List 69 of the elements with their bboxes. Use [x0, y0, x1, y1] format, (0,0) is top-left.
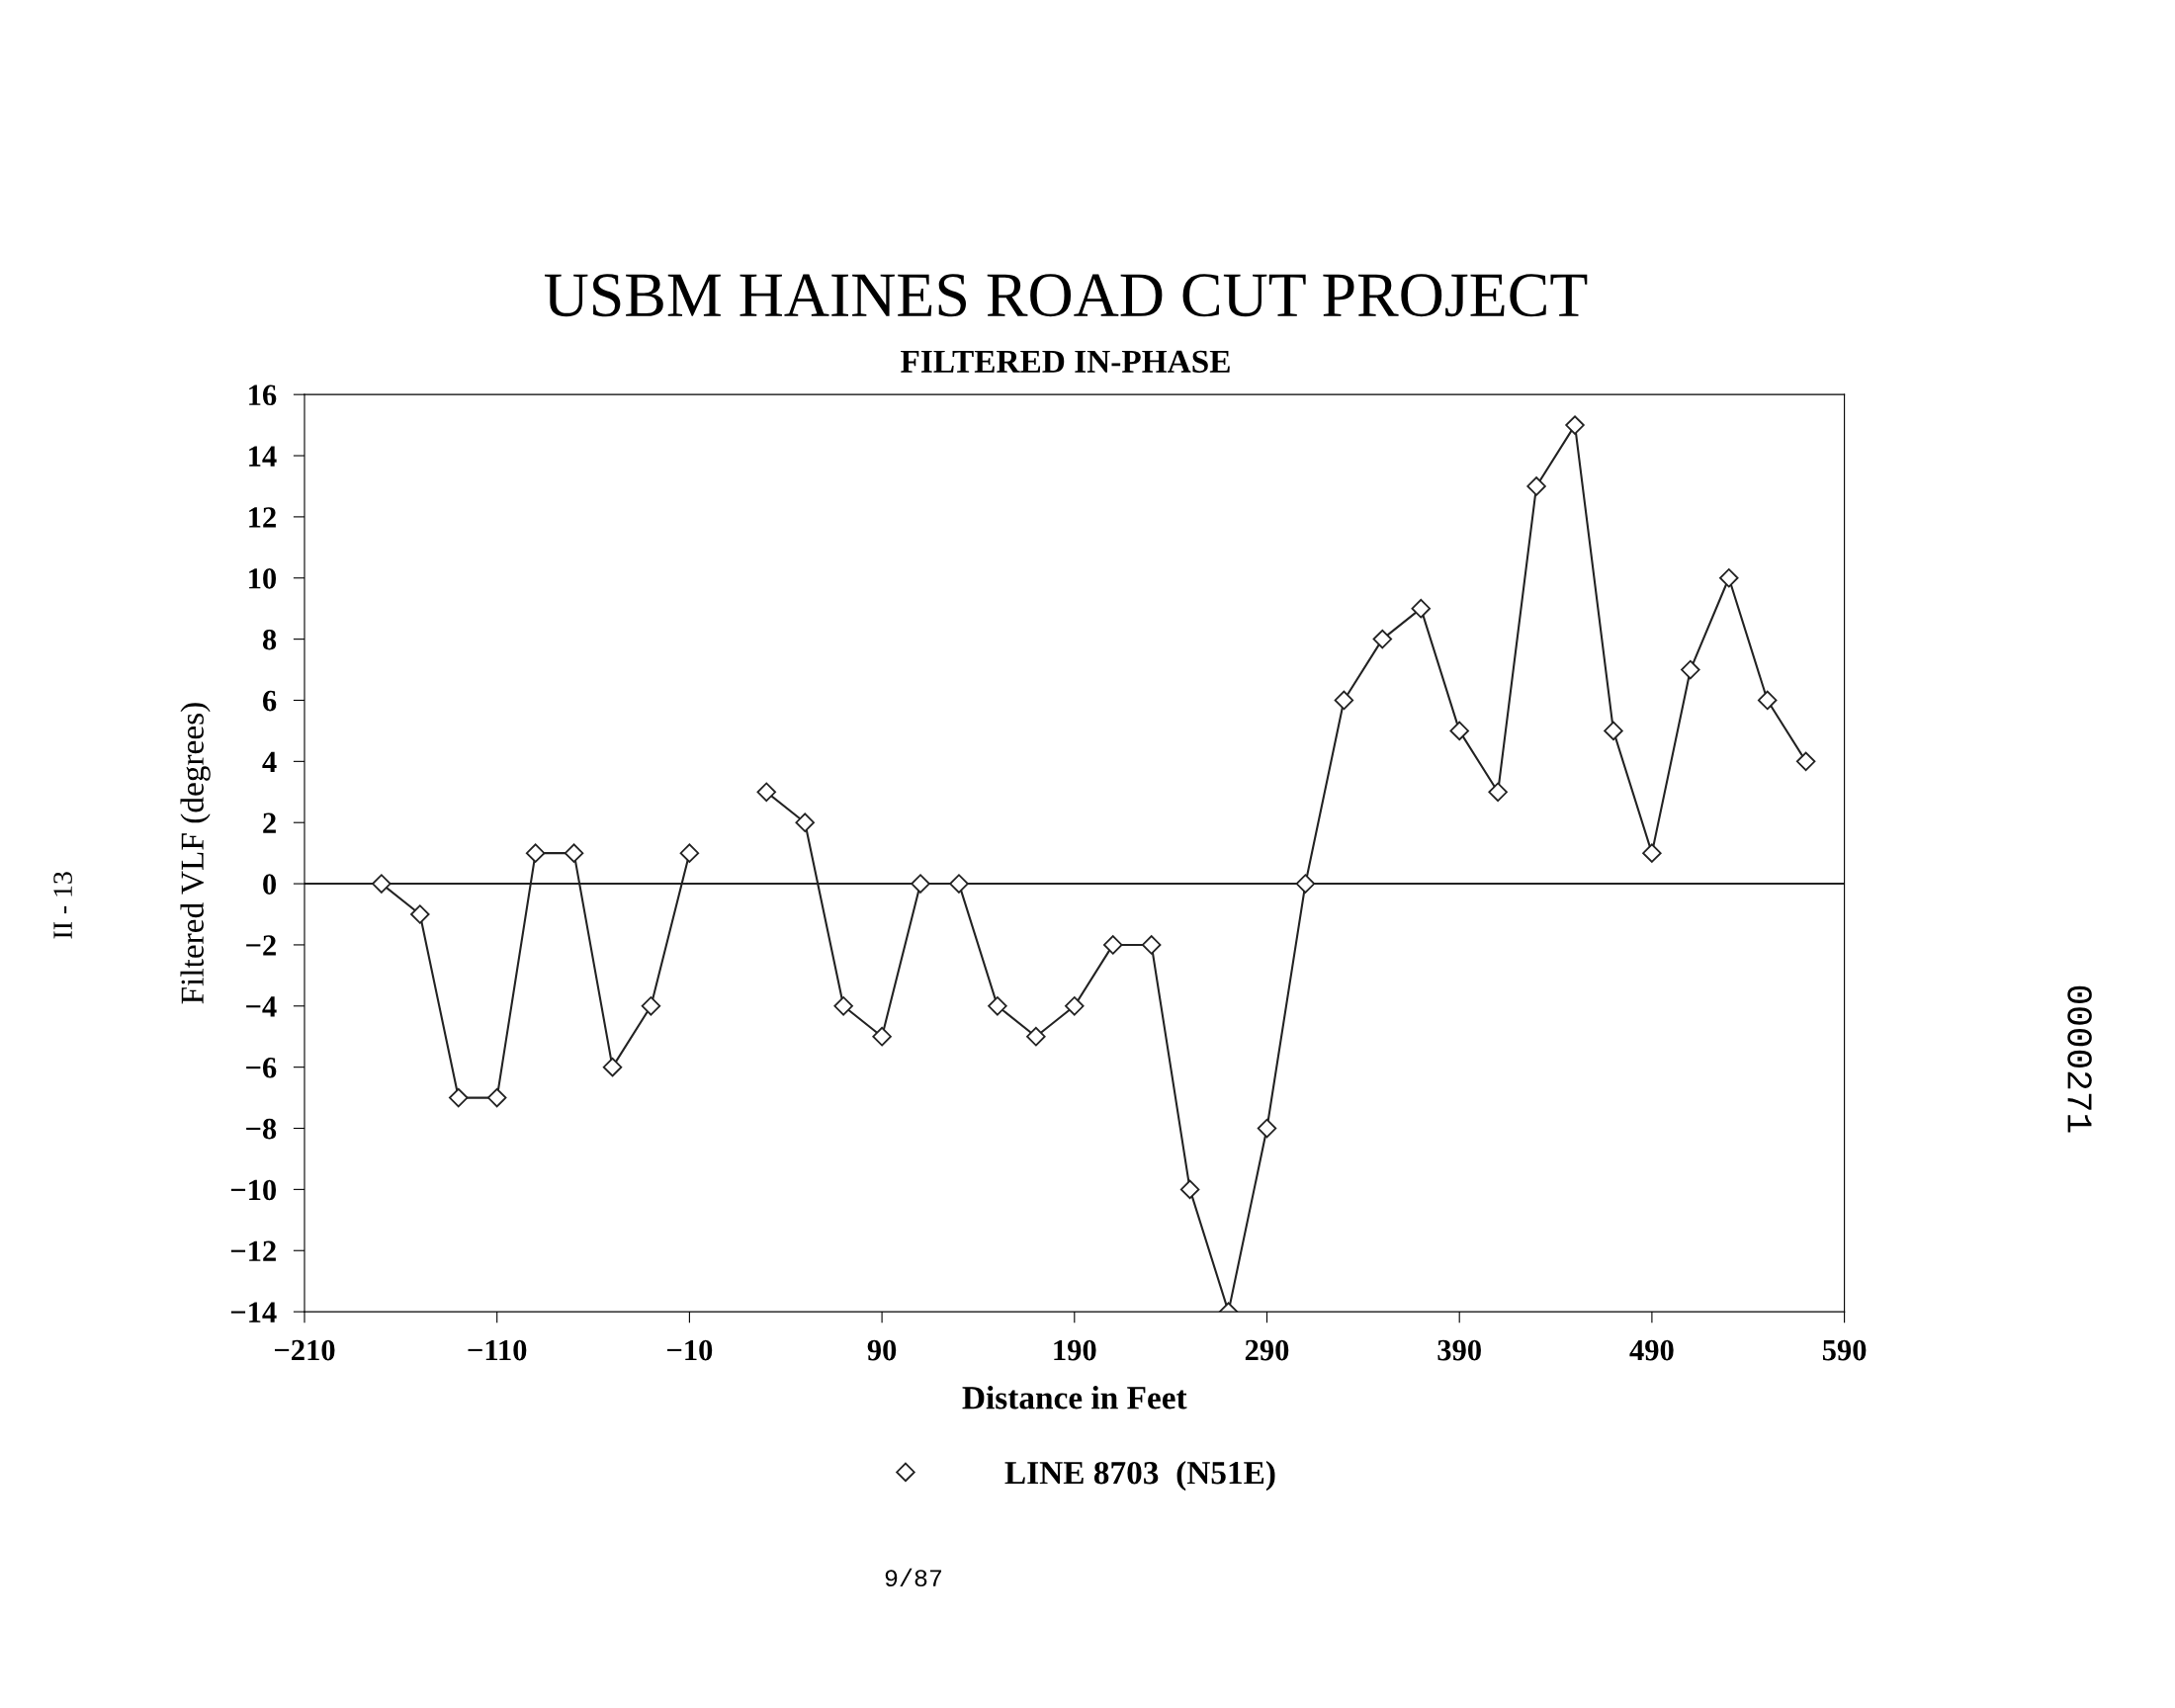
point — [1334, 690, 1354, 711]
point — [1295, 874, 1316, 894]
point — [1604, 721, 1623, 741]
point — [564, 843, 584, 863]
point — [372, 874, 392, 894]
point — [1026, 1026, 1046, 1047]
x-tick-label: 490 — [1629, 1339, 1674, 1361]
point — [795, 812, 815, 832]
point — [525, 843, 546, 863]
x-tick-label: −110 — [468, 1339, 527, 1361]
point — [1257, 1118, 1277, 1139]
point — [1795, 751, 1816, 772]
point — [872, 1026, 892, 1047]
chart-subtitle: FILTERED IN-PHASE — [901, 350, 1230, 374]
y-tick-label: 6 — [262, 690, 277, 712]
point — [833, 996, 853, 1016]
y-tick-label: −6 — [246, 1058, 277, 1078]
point — [1065, 996, 1085, 1016]
point — [1411, 598, 1432, 619]
x-tick-label: 90 — [867, 1339, 897, 1361]
y-tick-label: 8 — [262, 629, 277, 650]
point — [679, 843, 700, 863]
text: LINE 8703 (N51E) — [1004, 1460, 1275, 1492]
point — [1565, 415, 1585, 435]
point — [1526, 476, 1546, 496]
point — [911, 874, 930, 894]
y-tick-label: −12 — [230, 1240, 276, 1261]
text: 0000271 — [2067, 985, 2092, 1133]
x-tick-label: −10 — [667, 1339, 713, 1361]
text: II - 13 — [53, 872, 72, 939]
x-tick-label: 590 — [1822, 1339, 1867, 1361]
y-tick-label: −4 — [246, 996, 277, 1017]
point — [1372, 629, 1393, 649]
point — [410, 904, 430, 924]
point — [1141, 935, 1162, 955]
point — [449, 1087, 469, 1108]
y-tick-label: −10 — [230, 1179, 277, 1201]
point — [486, 1087, 507, 1108]
point — [602, 1057, 623, 1077]
x-tick-label: −210 — [274, 1339, 335, 1361]
chart-title: USBM HAINES ROAD CUT PROJECT — [544, 274, 1588, 317]
x-tick-label: 190 — [1054, 1339, 1096, 1361]
point — [949, 874, 969, 894]
point — [756, 782, 777, 803]
y-tick-label: 12 — [249, 507, 276, 528]
y-tick-label: −8 — [246, 1118, 277, 1140]
point — [1179, 1179, 1200, 1200]
x-tick-label: 290 — [1245, 1339, 1289, 1361]
x-axis-title: Distance in Feet — [962, 1386, 1187, 1409]
y-tick-label: 2 — [263, 812, 276, 833]
point — [1719, 568, 1739, 588]
point — [1102, 935, 1123, 955]
y-axis-title: Filtered VLF (degrees) — [180, 703, 211, 1004]
y-tick-label: 4 — [262, 751, 277, 772]
y-tick-label: 10 — [249, 568, 277, 589]
point — [1757, 690, 1778, 711]
y-tick-label: 16 — [249, 384, 277, 406]
point — [1449, 721, 1469, 741]
text: 9/87 — [885, 1568, 942, 1587]
point — [1681, 659, 1700, 680]
y-tick-label: −2 — [246, 935, 276, 956]
y-tick-label: 14 — [249, 446, 277, 467]
x-tick-label: 390 — [1437, 1339, 1481, 1361]
point — [988, 996, 1007, 1016]
y-tick-label: −14 — [230, 1302, 277, 1323]
point — [1488, 782, 1508, 803]
point — [1642, 843, 1662, 863]
point — [641, 996, 661, 1016]
y-tick-label: 0 — [263, 874, 277, 895]
